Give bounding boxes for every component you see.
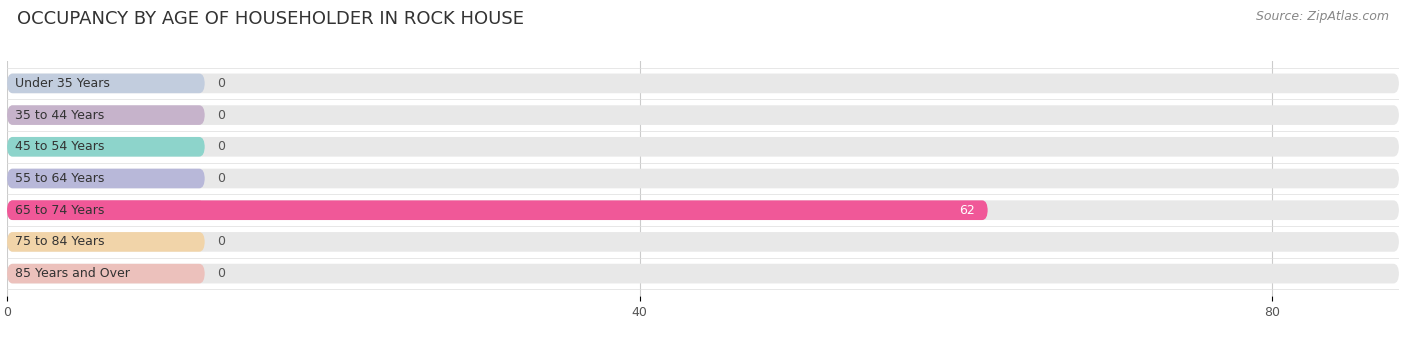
FancyBboxPatch shape — [7, 200, 1399, 220]
Text: 0: 0 — [218, 267, 225, 280]
Text: 65 to 74 Years: 65 to 74 Years — [15, 204, 104, 217]
FancyBboxPatch shape — [7, 264, 205, 284]
Text: 62: 62 — [959, 204, 976, 217]
FancyBboxPatch shape — [7, 169, 1399, 188]
FancyBboxPatch shape — [7, 232, 205, 252]
Text: Under 35 Years: Under 35 Years — [15, 77, 110, 90]
Text: 0: 0 — [218, 172, 225, 185]
FancyBboxPatch shape — [7, 264, 1399, 284]
FancyBboxPatch shape — [7, 73, 205, 93]
FancyBboxPatch shape — [7, 232, 1399, 252]
FancyBboxPatch shape — [7, 137, 205, 157]
FancyBboxPatch shape — [7, 105, 1399, 125]
Text: 35 to 44 Years: 35 to 44 Years — [15, 108, 104, 122]
FancyBboxPatch shape — [7, 105, 205, 125]
Text: 55 to 64 Years: 55 to 64 Years — [15, 172, 104, 185]
FancyBboxPatch shape — [7, 73, 1399, 93]
Text: 0: 0 — [218, 77, 225, 90]
Text: 45 to 54 Years: 45 to 54 Years — [15, 140, 104, 153]
Text: 0: 0 — [218, 108, 225, 122]
Text: 75 to 84 Years: 75 to 84 Years — [15, 235, 104, 249]
Text: 85 Years and Over: 85 Years and Over — [15, 267, 129, 280]
Text: 0: 0 — [218, 140, 225, 153]
Text: OCCUPANCY BY AGE OF HOUSEHOLDER IN ROCK HOUSE: OCCUPANCY BY AGE OF HOUSEHOLDER IN ROCK … — [17, 10, 524, 28]
Text: Source: ZipAtlas.com: Source: ZipAtlas.com — [1256, 10, 1389, 23]
FancyBboxPatch shape — [7, 200, 987, 220]
FancyBboxPatch shape — [7, 137, 1399, 157]
Text: 0: 0 — [218, 235, 225, 249]
FancyBboxPatch shape — [7, 169, 205, 188]
FancyBboxPatch shape — [7, 200, 205, 220]
